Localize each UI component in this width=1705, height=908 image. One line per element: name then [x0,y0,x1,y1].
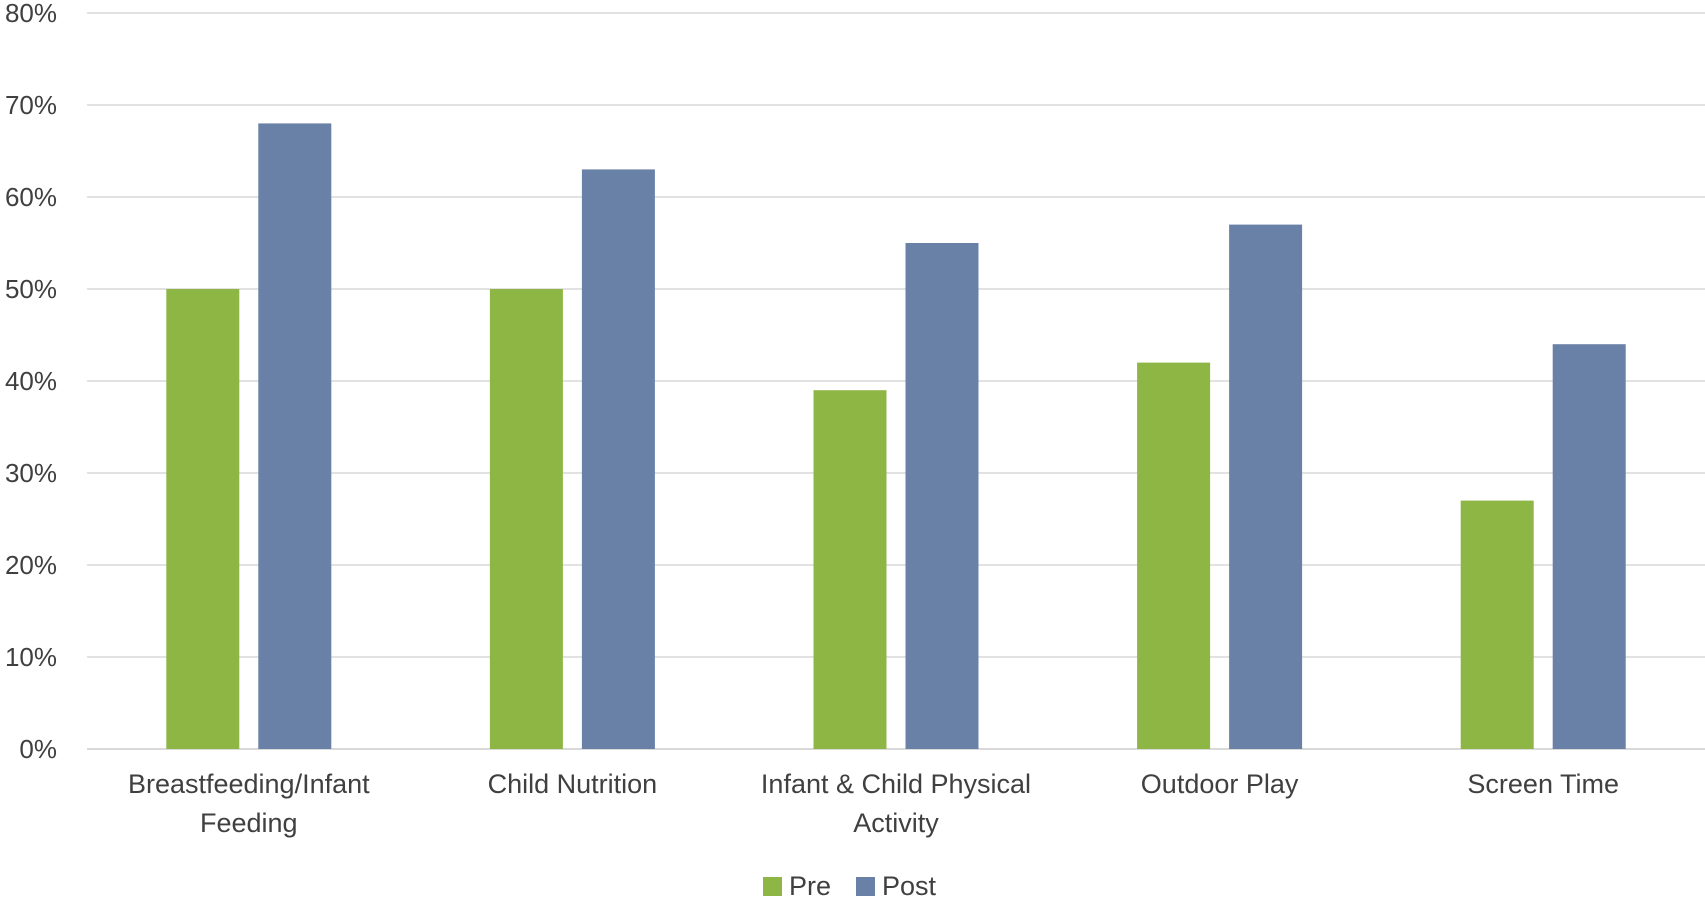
y-tick-label: 80% [5,0,57,28]
bar-post [581,169,655,749]
bar-pre [1460,500,1534,749]
bar-pre [813,390,887,749]
bars [166,123,1626,750]
bar-post [258,123,332,749]
y-tick-label: 60% [5,182,57,212]
legend-swatch-post [856,877,875,896]
gridlines [87,12,1705,750]
x-category-label: Child Nutrition [488,769,658,799]
x-category-label: Infant & Child Physical Activity [761,769,1031,838]
bar-pre [489,289,563,749]
y-tick-label: 40% [5,366,57,396]
bar-post [1229,224,1303,750]
y-tick-label: 0% [19,734,57,764]
y-axis-tick-labels: 0% 10% 20% 30% 40% 50% 60% 70% 80% [5,0,57,764]
legend-label-pre: Pre [789,871,831,901]
legend-label-post: Post [882,871,937,901]
y-tick-label: 50% [5,274,57,304]
y-tick-label: 20% [5,550,57,580]
bar-post [1552,344,1626,749]
x-category-label: Outdoor Play [1141,769,1299,799]
bar-pre [166,289,240,749]
x-category-label: Breastfeeding/Infant Feeding [128,769,370,838]
x-category-label: Screen Time [1467,769,1619,799]
bar-post [905,243,979,749]
legend: Pre Post [763,871,937,901]
legend-swatch-pre [763,877,782,896]
x-axis-category-labels: Breastfeeding/Infant Feeding Child Nutriti… [128,769,1619,838]
y-tick-label: 30% [5,458,57,488]
y-tick-label: 70% [5,90,57,120]
bar-pre [1137,362,1211,749]
y-tick-label: 10% [5,642,57,672]
